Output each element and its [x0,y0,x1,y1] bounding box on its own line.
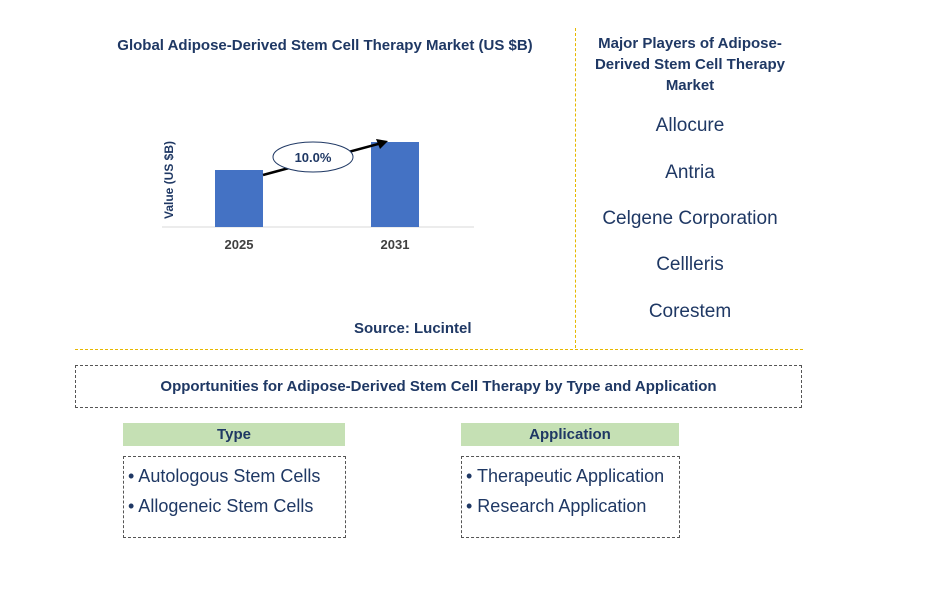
list-item: • Autologous Stem Cells [128,466,321,486]
players-title: Major Players of Adipose-Derived Stem Ce… [594,35,786,94]
player-item: Cellleris [656,254,724,275]
list-item: • Research Application [466,496,647,516]
bar-2031 [371,142,419,227]
vertical-divider [575,28,576,348]
application-list: • Therapeutic Application • Research App… [461,456,680,538]
source-label: Source: Lucintel [354,320,472,337]
type-list: • Autologous Stem Cells • Allogeneic Ste… [123,456,346,538]
list-item: • Allogeneic Stem Cells [128,496,314,516]
cagr-bubble [272,141,354,173]
list-item: • Therapeutic Application [466,466,665,486]
player-item: Allocure [655,115,725,136]
player-item: Antria [665,162,715,183]
horizontal-divider [75,349,803,350]
player-item: Celgene Corporation [602,208,778,229]
y-axis-label: Value (US $B) [162,141,176,219]
x-tick-label: 2025 [225,237,254,252]
player-item: Corestem [648,301,732,322]
x-tick-label: 2031 [381,237,410,252]
application-header: Application [461,423,679,446]
opportunities-title: Opportunities for Adipose-Derived Stem C… [75,365,802,408]
chart-title: Global Adipose-Derived Stem Cell Therapy… [117,37,533,54]
type-header: Type [123,423,345,446]
bar-2025 [215,170,263,227]
arrow-head [376,139,388,149]
bar-chart: Value (US $B) 2025 2031 10.0% [162,139,474,252]
cagr-label: 10.0% [295,150,332,165]
